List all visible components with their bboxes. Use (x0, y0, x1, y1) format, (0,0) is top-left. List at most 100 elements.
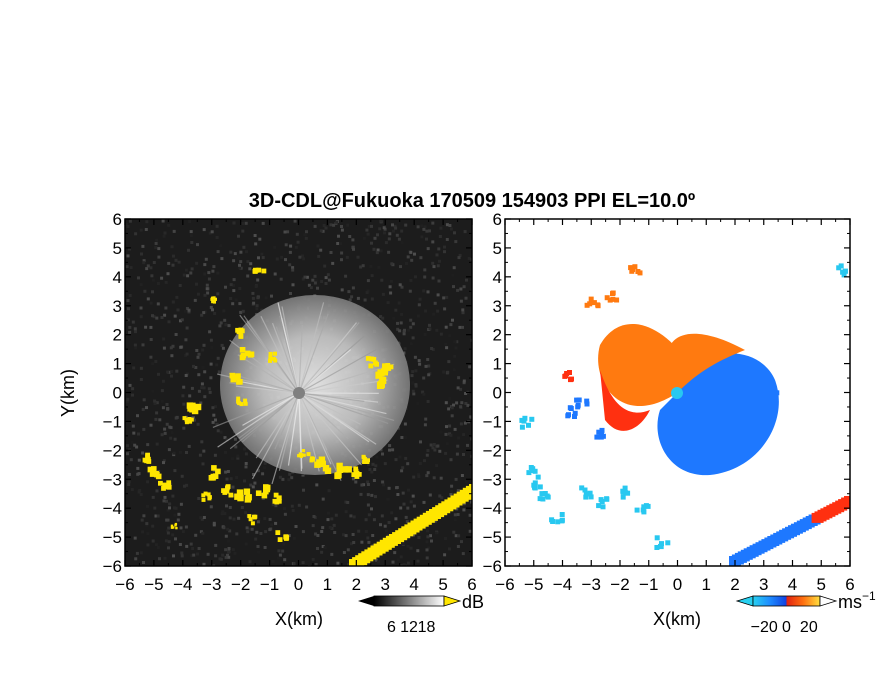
noise-pixel (404, 223, 408, 227)
noise-pixel (381, 480, 385, 484)
noise-pixel (131, 393, 134, 397)
noise-pixel (163, 431, 167, 435)
velocity-echo-cell (539, 491, 545, 497)
noise-pixel (170, 374, 173, 378)
noise-pixel (457, 256, 461, 260)
highlight-echo-cell (255, 490, 262, 496)
noise-pixel (149, 355, 153, 359)
noise-pixel (425, 229, 429, 233)
noise-pixel (347, 563, 350, 566)
velocity-echo-cell (614, 297, 620, 303)
noise-pixel (185, 352, 189, 356)
noise-pixel (294, 525, 298, 528)
noise-pixel (125, 447, 129, 451)
noise-pixel (157, 255, 161, 259)
noise-pixel (291, 268, 295, 272)
noise-pixel (140, 252, 143, 256)
noise-pixel (452, 530, 456, 534)
noise-pixel (424, 309, 428, 313)
velocity-echo-cell (582, 487, 588, 493)
noise-pixel (374, 495, 377, 499)
noise-pixel (128, 219, 132, 223)
noise-pixel (196, 243, 199, 247)
noise-pixel (445, 425, 448, 429)
noise-pixel (460, 474, 464, 477)
velocity-echo-cell (625, 490, 631, 496)
noise-pixel (207, 277, 211, 281)
noise-pixel (274, 504, 278, 508)
noise-pixel (212, 265, 216, 269)
x-tick-label: 1 (702, 575, 711, 594)
noise-pixel (453, 427, 457, 431)
velocity-echo-cell (607, 297, 613, 303)
noise-pixel (352, 541, 356, 544)
noise-pixel (311, 278, 315, 282)
noise-pixel (142, 398, 146, 402)
velocity-echo-cell (598, 434, 604, 440)
highlight-echo-cell (186, 402, 194, 409)
colorbar-tick-label: 12 (400, 619, 418, 636)
noise-pixel (313, 281, 317, 285)
noise-pixel (197, 497, 201, 500)
noise-pixel (465, 278, 468, 282)
noise-pixel (426, 529, 429, 533)
noise-pixel (231, 457, 234, 461)
velocity-plot-area (505, 219, 850, 566)
noise-pixel (146, 480, 150, 484)
noise-pixel (409, 278, 413, 282)
radial-streak (260, 315, 300, 394)
noise-pixel (141, 530, 145, 534)
noise-pixel (257, 518, 261, 521)
noise-pixel (237, 256, 241, 260)
noise-pixel (239, 310, 243, 314)
noise-pixel (283, 507, 286, 511)
noise-pixel (256, 545, 260, 548)
radial-streak (271, 392, 300, 485)
noise-pixel (196, 552, 199, 556)
noise-pixel (375, 455, 379, 459)
reflectivity-colorbar-ticks: 6 12 18 (387, 619, 435, 636)
highlight-echo-cell (170, 524, 174, 527)
y-tick-label: 1 (493, 355, 502, 374)
noise-pixel (381, 452, 384, 456)
noise-pixel (440, 496, 444, 500)
noise-pixel (168, 502, 172, 506)
noise-pixel (458, 325, 462, 329)
radial-streak (298, 379, 388, 394)
noise-pixel (243, 479, 246, 483)
noise-pixel (209, 338, 213, 342)
noise-pixel (347, 290, 351, 294)
highlight-echo-cell (469, 484, 472, 494)
noise-pixel (255, 530, 259, 534)
noise-pixel (157, 372, 160, 376)
noise-pixel (431, 348, 435, 351)
noise-pixel (453, 354, 457, 358)
noise-pixel (213, 312, 217, 315)
noise-pixel (188, 394, 192, 398)
noise-pixel (370, 507, 373, 511)
highlight-echo-cell (247, 514, 252, 519)
highlight-echo-cell (354, 474, 360, 479)
noise-pixel (128, 330, 132, 334)
noise-pixel (455, 401, 459, 405)
noise-pixel (438, 494, 442, 498)
noise-pixel (133, 443, 137, 447)
noise-pixel (163, 495, 167, 499)
noise-pixel (162, 499, 166, 503)
colorbar-tick-label: −20 (751, 619, 778, 636)
noise-pixel (459, 299, 463, 303)
highlight-echo-cell (201, 493, 206, 498)
noise-pixel (163, 313, 167, 317)
noise-pixel (224, 470, 228, 474)
noise-pixel (314, 279, 318, 283)
highlight-echo-cell (203, 491, 208, 496)
noise-pixel (452, 403, 455, 407)
noise-pixel (138, 488, 142, 492)
noise-pixel (364, 530, 368, 533)
noise-pixel (444, 432, 448, 436)
noise-pixel (406, 462, 410, 466)
noise-pixel (401, 542, 405, 546)
noise-pixel (234, 445, 238, 449)
noise-pixel (417, 359, 421, 363)
